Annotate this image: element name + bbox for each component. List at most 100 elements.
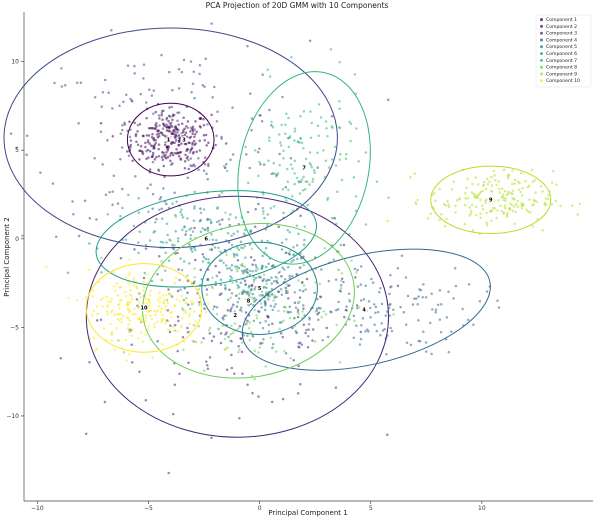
point-component-10 — [118, 307, 121, 310]
point-component-10 — [180, 324, 183, 327]
point-component-9 — [458, 197, 461, 201]
chart-title: PCA Projection of 20D GMM with 10 Compon… — [206, 1, 389, 10]
point-component-1 — [194, 142, 197, 145]
point-component-1 — [155, 133, 159, 136]
point-component-4 — [361, 317, 365, 320]
point-component-6 — [147, 210, 150, 214]
point-component-5 — [242, 334, 246, 337]
point-component-2 — [226, 309, 230, 312]
point-component-10 — [125, 359, 128, 362]
point-component-8 — [283, 350, 286, 353]
point-component-6 — [173, 244, 176, 247]
point-component-10 — [144, 297, 148, 301]
point-component-7 — [279, 144, 283, 147]
point-component-3 — [148, 88, 151, 91]
point-component-10 — [67, 296, 70, 299]
point-component-4 — [377, 290, 381, 294]
point-component-7 — [300, 141, 304, 144]
point-component-3 — [112, 174, 116, 178]
point-component-3 — [95, 218, 98, 221]
point-component-2 — [219, 332, 223, 335]
point-component-4 — [298, 346, 301, 349]
point-component-3 — [386, 98, 390, 101]
point-component-5 — [264, 320, 267, 323]
point-component-10 — [171, 325, 175, 329]
point-component-9 — [468, 214, 471, 217]
point-component-4 — [290, 274, 294, 278]
point-component-4 — [390, 329, 394, 333]
point-component-9 — [495, 216, 498, 220]
point-component-10 — [162, 301, 165, 304]
point-component-9 — [550, 181, 554, 184]
point-component-8 — [247, 327, 251, 330]
point-component-8 — [193, 267, 196, 270]
point-component-8 — [355, 271, 358, 274]
point-component-10 — [142, 285, 145, 289]
point-component-9 — [531, 180, 535, 183]
point-component-9 — [521, 186, 524, 190]
point-component-1 — [168, 106, 171, 109]
point-component-10 — [127, 323, 130, 326]
point-component-5 — [265, 279, 268, 283]
legend-label-component-5: Component 5 — [546, 44, 577, 50]
point-component-3 — [127, 154, 131, 158]
point-component-2 — [281, 397, 285, 401]
point-component-4 — [359, 283, 363, 286]
point-component-10 — [96, 312, 99, 316]
point-component-3 — [197, 156, 200, 160]
point-component-1 — [134, 133, 138, 136]
point-component-7 — [310, 121, 314, 125]
point-component-10 — [110, 297, 114, 301]
point-component-7 — [222, 164, 226, 168]
point-component-6 — [230, 234, 233, 238]
point-component-3 — [158, 198, 162, 201]
point-component-4 — [447, 350, 451, 354]
point-component-6 — [339, 243, 343, 247]
point-component-7 — [336, 190, 339, 194]
point-component-1 — [151, 151, 155, 155]
point-component-4 — [296, 308, 300, 311]
point-component-7 — [293, 159, 297, 163]
point-component-9 — [535, 200, 538, 203]
point-component-8 — [302, 284, 306, 287]
point-component-6 — [124, 238, 128, 241]
point-component-10 — [128, 271, 132, 275]
point-component-9 — [466, 196, 470, 200]
point-component-5 — [302, 243, 306, 246]
point-component-3 — [111, 190, 114, 193]
point-component-6 — [171, 243, 174, 246]
point-component-4 — [419, 289, 423, 292]
point-component-8 — [243, 265, 247, 269]
point-component-2 — [223, 314, 226, 317]
point-component-9 — [463, 222, 467, 226]
point-component-1 — [170, 131, 174, 135]
point-component-10 — [124, 276, 128, 279]
point-component-6 — [243, 228, 247, 232]
point-component-5 — [283, 277, 287, 281]
point-component-4 — [317, 318, 320, 322]
point-component-4 — [347, 292, 351, 296]
point-component-1 — [153, 127, 157, 130]
point-component-9 — [481, 204, 484, 207]
point-component-9 — [483, 180, 486, 184]
point-component-8 — [223, 337, 227, 341]
point-component-6 — [193, 190, 196, 194]
point-component-3 — [270, 124, 273, 127]
point-component-2 — [220, 292, 223, 295]
point-component-1 — [198, 124, 202, 128]
point-component-4 — [438, 289, 442, 292]
point-component-3 — [119, 158, 122, 161]
point-component-5 — [262, 337, 265, 341]
point-component-9 — [469, 209, 473, 213]
point-component-10 — [130, 294, 133, 298]
point-component-6 — [214, 281, 218, 284]
point-component-5 — [236, 300, 240, 304]
point-component-7 — [287, 116, 290, 120]
y-tick-label: 0 — [15, 236, 19, 243]
point-component-8 — [253, 308, 257, 312]
point-component-7 — [286, 180, 290, 184]
point-component-6 — [235, 265, 239, 269]
point-component-8 — [242, 246, 245, 250]
center-marker — [244, 297, 253, 305]
